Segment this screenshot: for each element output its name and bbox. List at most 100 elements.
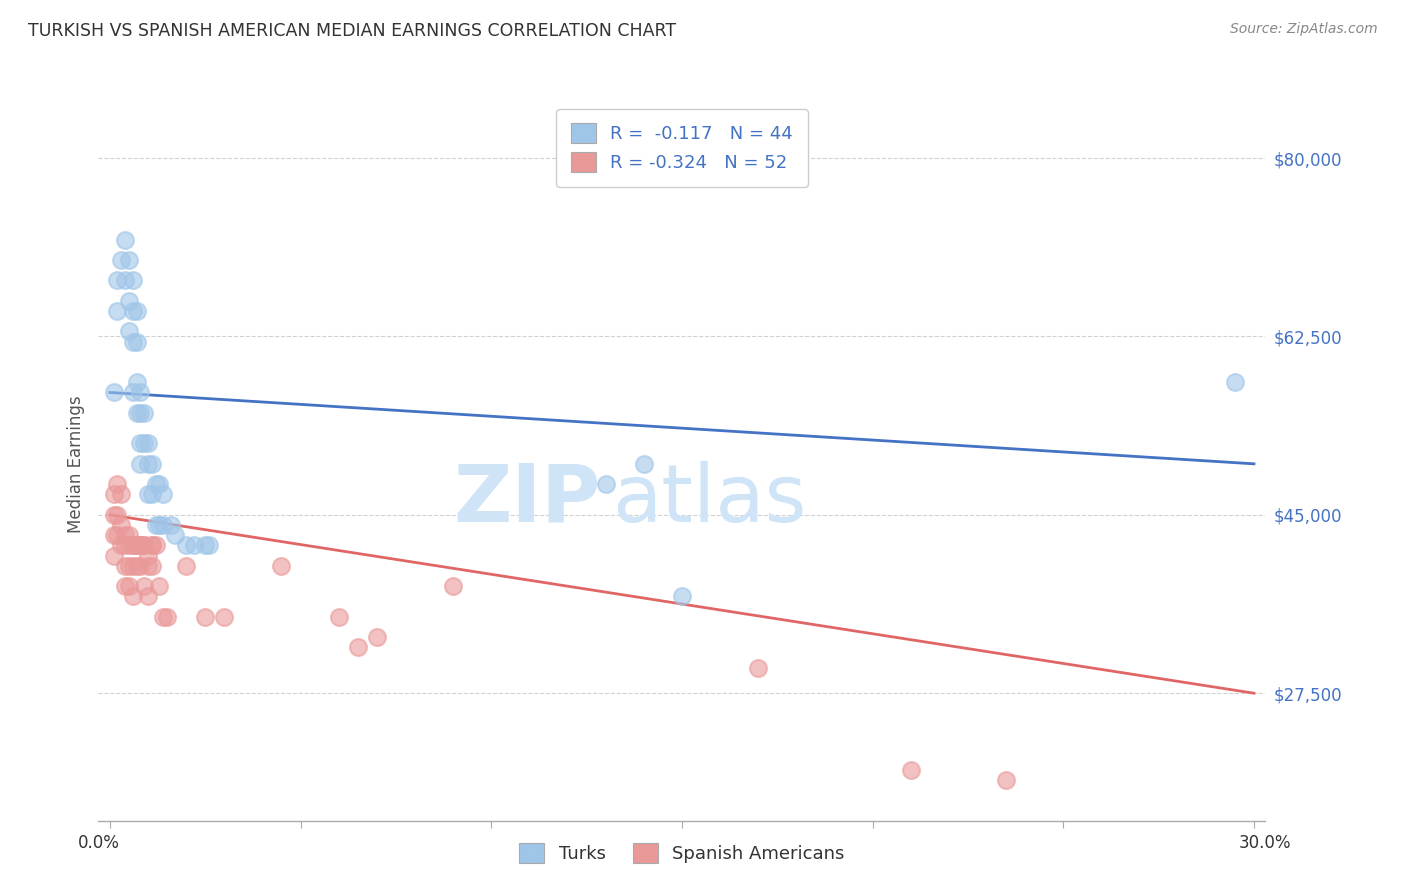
Point (136, 436, 159, 450)
Point (633, 457, 655, 471)
Point (134, 579, 156, 593)
Point (136, 457, 159, 471)
Point (121, 558, 143, 573)
Point (114, 579, 136, 593)
Point (148, 477, 170, 491)
Point (747, 661, 769, 675)
Point (141, 487, 163, 501)
Point (125, 558, 148, 573)
Point (110, 518, 132, 533)
Point (121, 590, 143, 604)
Point (118, 558, 141, 573)
Point (136, 549, 159, 563)
Point (671, 590, 693, 604)
Point (152, 609, 174, 624)
Point (900, 763, 922, 777)
Point (595, 477, 617, 491)
Point (136, 590, 159, 604)
Point (441, 579, 464, 593)
Point (110, 538, 132, 552)
Point (141, 538, 163, 552)
Point (194, 538, 217, 552)
Point (121, 385, 143, 400)
Point (103, 549, 125, 563)
Point (129, 457, 152, 471)
Point (103, 487, 125, 501)
Point (121, 334, 143, 349)
Point (125, 538, 148, 552)
Point (183, 538, 205, 552)
Point (156, 609, 179, 624)
Point (346, 640, 368, 655)
Point (107, 508, 129, 522)
Point (125, 376, 148, 390)
Point (174, 538, 197, 552)
Point (107, 477, 129, 491)
Point (118, 252, 141, 267)
Point (121, 538, 143, 552)
Point (148, 579, 170, 593)
Point (103, 508, 125, 522)
Legend: Turks, Spanish Americans: Turks, Spanish Americans (506, 830, 858, 876)
Point (107, 273, 129, 287)
Point (118, 528, 141, 542)
Text: ZIP: ZIP (453, 460, 600, 539)
Point (107, 528, 129, 542)
Point (141, 538, 163, 552)
Point (118, 579, 141, 593)
Point (129, 406, 152, 420)
Point (121, 304, 143, 318)
Point (107, 304, 129, 318)
Point (136, 558, 159, 573)
Text: 30.0%: 30.0% (1239, 834, 1292, 852)
Point (141, 558, 163, 573)
Point (134, 436, 156, 450)
Point (110, 487, 132, 501)
Point (114, 558, 136, 573)
Text: atlas: atlas (612, 460, 806, 539)
Text: Source: ZipAtlas.com: Source: ZipAtlas.com (1230, 22, 1378, 37)
Point (125, 538, 148, 552)
Text: TURKISH VS SPANISH AMERICAN MEDIAN EARNINGS CORRELATION CHART: TURKISH VS SPANISH AMERICAN MEDIAN EARNI… (28, 22, 676, 40)
Point (121, 538, 143, 552)
Point (103, 385, 125, 400)
Point (366, 630, 388, 644)
Point (125, 304, 148, 318)
Point (121, 273, 143, 287)
Point (148, 518, 170, 533)
Point (134, 538, 156, 552)
Point (125, 406, 148, 420)
Point (103, 528, 125, 542)
Point (114, 233, 136, 247)
Point (136, 487, 159, 501)
Point (174, 558, 197, 573)
Point (118, 324, 141, 338)
Point (134, 406, 156, 420)
Point (110, 252, 132, 267)
Point (995, 772, 1018, 787)
Point (141, 457, 163, 471)
Point (114, 528, 136, 542)
Point (152, 487, 174, 501)
Point (1223, 376, 1246, 390)
Point (145, 477, 167, 491)
Point (152, 518, 174, 533)
Text: 0.0%: 0.0% (77, 834, 120, 852)
Point (328, 609, 350, 624)
Point (214, 609, 236, 624)
Point (145, 518, 167, 533)
Point (198, 538, 221, 552)
Point (270, 558, 292, 573)
Point (129, 538, 152, 552)
Y-axis label: Median Earnings: Median Earnings (67, 395, 86, 533)
Point (129, 558, 152, 573)
Point (194, 609, 217, 624)
Point (114, 273, 136, 287)
Point (145, 538, 167, 552)
Point (160, 518, 183, 533)
Point (129, 385, 152, 400)
Point (125, 334, 148, 349)
Point (118, 293, 141, 308)
Point (129, 436, 152, 450)
Point (163, 528, 186, 542)
